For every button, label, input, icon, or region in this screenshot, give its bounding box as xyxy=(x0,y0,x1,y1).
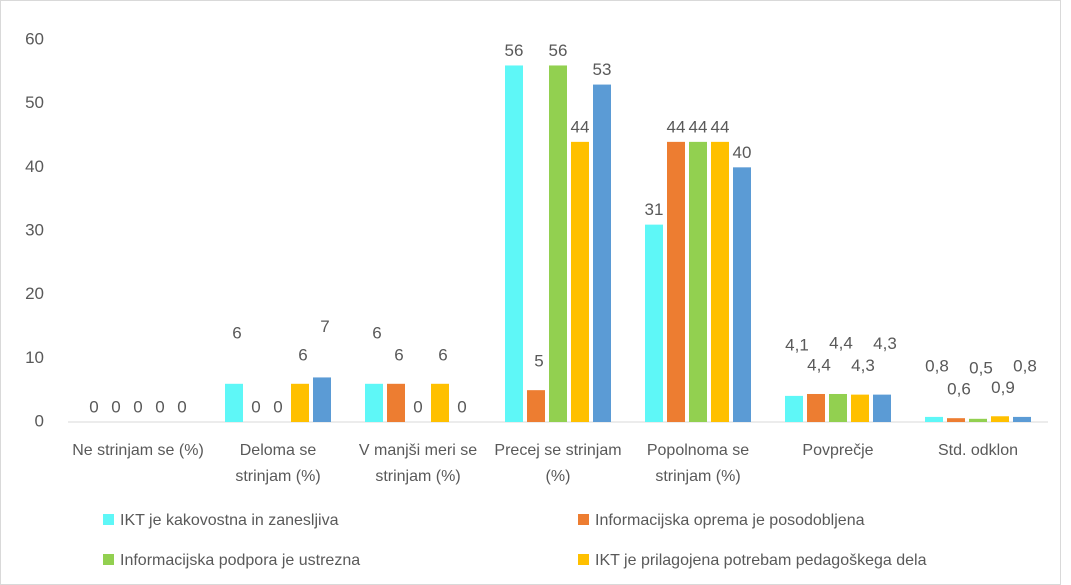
bar xyxy=(645,224,663,422)
data-label: 44 xyxy=(711,117,730,136)
legend-item: Informacijska podpora je ustrezna xyxy=(103,552,360,570)
legend-label: Informacijska oprema je posodobljena xyxy=(595,512,865,529)
data-label: 0 xyxy=(251,397,260,416)
data-label: 44 xyxy=(571,117,590,136)
y-tick-label: 50 xyxy=(25,93,44,112)
data-label: 0 xyxy=(111,397,120,416)
data-label: 4,3 xyxy=(851,356,875,375)
data-label: 6 xyxy=(298,345,307,364)
bar xyxy=(225,383,243,422)
bar xyxy=(873,394,891,422)
bar xyxy=(505,65,523,422)
data-label: 0 xyxy=(133,397,142,416)
bar xyxy=(527,390,545,422)
bar xyxy=(947,418,965,422)
bar xyxy=(689,141,707,422)
data-label: 0 xyxy=(273,397,282,416)
x-tick-label: Deloma se strinjam (%) xyxy=(235,442,321,485)
legend-swatch xyxy=(103,554,114,565)
legend-swatch xyxy=(103,514,114,525)
x-tick-label: Povprečje xyxy=(802,442,874,459)
y-tick-label: 20 xyxy=(25,284,44,303)
bar xyxy=(549,65,567,422)
y-tick-label: 30 xyxy=(25,220,44,239)
legend-item: Informacijska oprema je posodobljena xyxy=(578,512,864,530)
legend-label: Informacijska podpora je ustrezna xyxy=(120,552,361,569)
data-label: 4,4 xyxy=(829,333,853,352)
y-tick-label: 0 xyxy=(35,411,44,430)
bar xyxy=(851,394,869,422)
data-label: 0 xyxy=(457,397,466,416)
bar xyxy=(365,383,383,422)
data-label: 4,1 xyxy=(785,335,809,354)
data-label: 0,9 xyxy=(991,378,1015,397)
bar xyxy=(667,141,685,422)
data-label: 6 xyxy=(232,323,241,342)
bar xyxy=(431,383,449,422)
data-label: 44 xyxy=(667,117,686,136)
bar xyxy=(733,167,751,422)
data-label: 31 xyxy=(645,200,664,219)
data-label: 44 xyxy=(689,117,708,136)
bar xyxy=(991,416,1009,422)
data-label: 0,8 xyxy=(925,356,949,375)
bar xyxy=(711,141,729,422)
bar xyxy=(829,393,847,422)
x-tick-label: Popolnoma se strinjam (%) xyxy=(646,442,750,485)
y-tick-label: 40 xyxy=(25,157,44,176)
bar xyxy=(785,395,803,422)
data-label: 0,5 xyxy=(969,358,993,377)
data-label: 0 xyxy=(413,397,422,416)
data-label: 6 xyxy=(438,345,447,364)
x-tick-label: V manjši meri se strinjam (%) xyxy=(358,442,478,485)
data-label: 53 xyxy=(593,60,612,79)
bar xyxy=(387,383,405,422)
bar xyxy=(925,416,943,422)
bar xyxy=(1013,416,1031,422)
data-label: 4,3 xyxy=(873,334,897,353)
data-label: 6 xyxy=(372,323,381,342)
data-label: 0 xyxy=(155,397,164,416)
x-tick-label: Precej se strinjam (%) xyxy=(494,442,622,485)
legend-label: IKT je prilagojena potrebam pedagoškega … xyxy=(595,552,927,569)
bar xyxy=(291,383,309,422)
legend-item: IKT je prilagojena potrebam pedagoškega … xyxy=(578,552,927,570)
bar xyxy=(807,393,825,422)
data-label: 0 xyxy=(89,397,98,416)
legend-label: IKT je kakovostna in zanesljiva xyxy=(120,512,339,529)
x-tick-label: Ne strinjam se (%) xyxy=(72,442,204,459)
data-label: 4,4 xyxy=(807,355,831,374)
data-label: 56 xyxy=(549,41,568,60)
legend-swatch xyxy=(578,514,589,525)
data-label: 6 xyxy=(394,345,403,364)
data-label: 0,6 xyxy=(947,380,971,399)
data-label: 5 xyxy=(534,352,543,371)
legend-swatch xyxy=(578,554,589,565)
data-label: 0,8 xyxy=(1013,356,1037,375)
data-label: 0 xyxy=(177,397,186,416)
bar xyxy=(593,84,611,423)
bar xyxy=(571,141,589,422)
data-label: 7 xyxy=(320,317,329,336)
legend-item: IKT je kakovostna in zanesljiva xyxy=(103,512,338,530)
data-label: 56 xyxy=(505,41,524,60)
y-tick-label: 60 xyxy=(25,29,44,48)
x-tick-label: Std. odklon xyxy=(937,442,1019,459)
data-label: 40 xyxy=(733,143,752,162)
bar xyxy=(969,418,987,422)
bar xyxy=(313,377,331,422)
y-tick-label: 10 xyxy=(25,348,44,367)
